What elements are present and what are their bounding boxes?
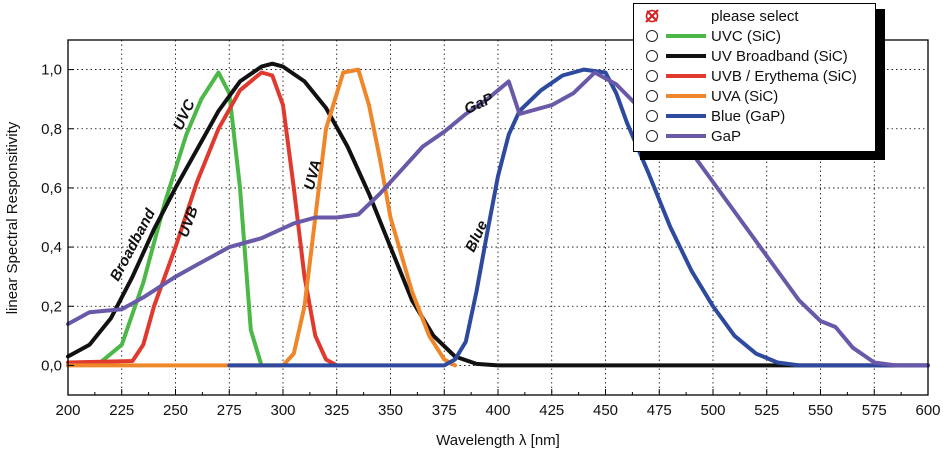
legend-item-uv-broadband[interactable]: UV Broadband (SiC) xyxy=(634,46,877,66)
legend: please select UVC (SiC) UV Broadband (Si… xyxy=(633,3,876,152)
y-axis-title: linear Spectral Responsitivity xyxy=(4,121,21,314)
x-tick-label: 300 xyxy=(270,402,295,419)
series-line xyxy=(66,67,457,368)
x-tick-label: 225 xyxy=(109,402,134,419)
y-tick-label: 0,0 xyxy=(41,357,62,374)
radio-button[interactable] xyxy=(646,50,658,62)
x-tick-label: 525 xyxy=(754,402,779,419)
y-tick-label: 0,2 xyxy=(41,298,62,315)
y-tick-label: 0,6 xyxy=(41,180,62,197)
legend-label: UVC (SiC) xyxy=(711,27,781,45)
legend-label: UV Broadband (SiC) xyxy=(711,47,848,65)
radio-button[interactable] xyxy=(646,30,658,42)
legend-item-gap[interactable]: GaP xyxy=(634,126,877,146)
series-line xyxy=(66,61,930,368)
x-tick-label: 450 xyxy=(593,402,618,419)
radio-button[interactable] xyxy=(646,110,658,122)
legend-label: UVB / Erythema (SiC) xyxy=(711,67,857,85)
legend-label: please select xyxy=(711,7,799,25)
legend-item-uvb-erythema[interactable]: UVB / Erythema (SiC) xyxy=(634,66,877,86)
legend-swatch xyxy=(666,34,706,38)
legend-item-uva[interactable]: UVA (SiC) xyxy=(634,86,877,106)
radio-button[interactable] xyxy=(646,130,658,142)
legend-swatch xyxy=(666,134,706,138)
x-tick-label: 425 xyxy=(539,402,564,419)
x-tick-label: 500 xyxy=(700,402,725,419)
legend-swatch xyxy=(666,94,706,98)
x-tick-label: 575 xyxy=(862,402,887,419)
legend-item-uvc[interactable]: UVC (SiC) xyxy=(634,26,877,46)
x-tick-label: 200 xyxy=(55,402,80,419)
radio-button[interactable] xyxy=(646,90,658,102)
x-tick-label: 375 xyxy=(432,402,457,419)
series-line xyxy=(66,70,930,368)
red-x-icon xyxy=(645,9,659,23)
x-tick-label: 250 xyxy=(163,402,188,419)
x-tick-label: 600 xyxy=(915,402,940,419)
legend-label: UVA (SiC) xyxy=(711,87,779,105)
x-tick-label: 550 xyxy=(808,402,833,419)
y-tick-label: 0,8 xyxy=(41,121,62,138)
x-tick-label: 350 xyxy=(378,402,403,419)
radio-button[interactable] xyxy=(646,70,658,82)
x-tick-label: 325 xyxy=(324,402,349,419)
x-tick-label: 400 xyxy=(485,402,510,419)
legend-label: GaP xyxy=(711,127,742,145)
x-tick-label: 275 xyxy=(217,402,242,419)
x-axis-title: Wavelength λ [nm] xyxy=(436,432,560,449)
legend-item-please-select[interactable]: please select xyxy=(634,6,877,26)
series-lines xyxy=(66,61,930,368)
legend-label: Blue (GaP) xyxy=(711,107,786,125)
series-line xyxy=(66,70,339,368)
y-tick-label: 1,0 xyxy=(41,62,62,79)
series-line xyxy=(66,70,264,368)
legend-swatch xyxy=(666,114,706,118)
legend-swatch xyxy=(666,74,706,78)
axis-ticks: 200 225 250 275 300 325 350 375 400 425 450 475 500 5… xyxy=(41,62,940,419)
x-tick-label: 475 xyxy=(647,402,672,419)
legend-item-blue-gap[interactable]: Blue (GaP) xyxy=(634,106,877,126)
legend-swatch xyxy=(666,54,706,58)
y-tick-label: 0,4 xyxy=(41,239,62,256)
